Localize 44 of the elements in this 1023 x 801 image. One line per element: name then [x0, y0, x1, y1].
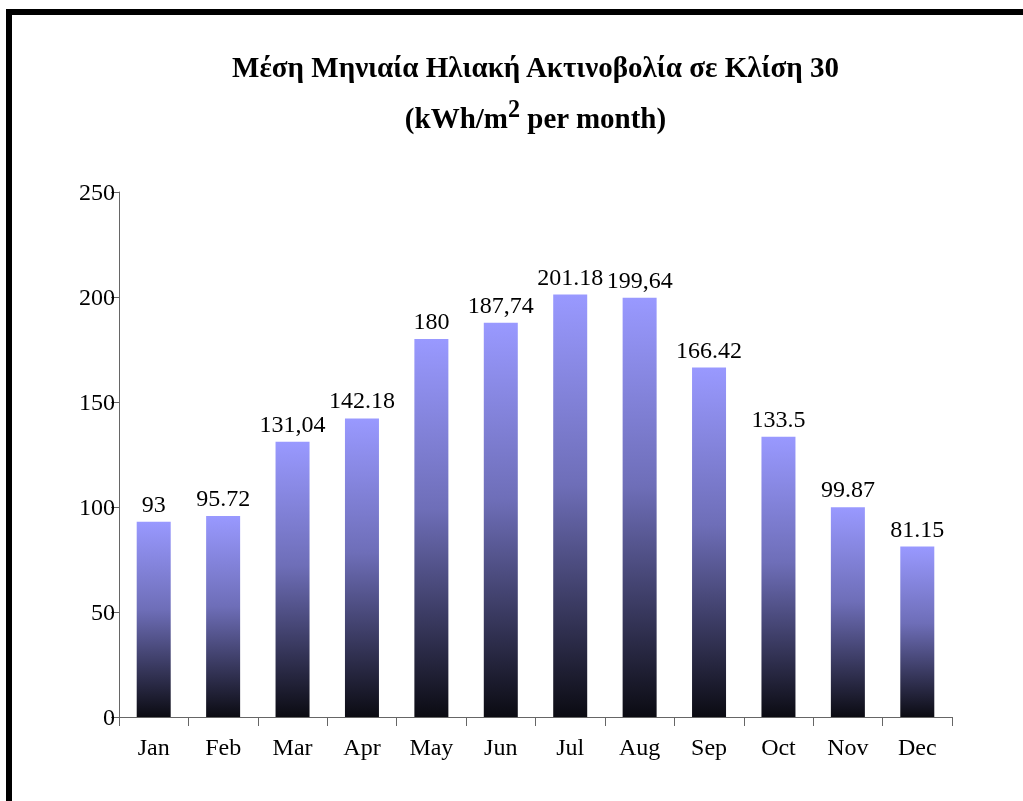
x-tick-label: Jun [484, 734, 518, 760]
y-tick-label: 200 [79, 284, 115, 310]
data-label: 99.87 [820, 476, 875, 503]
y-tick-label: 250 [79, 179, 115, 205]
y-tick-label: 150 [79, 389, 115, 415]
x-tick-label: Apr [343, 734, 381, 760]
data-label: 95.72 [196, 484, 251, 511]
bar [553, 294, 588, 717]
bar [414, 339, 449, 717]
bar [692, 367, 727, 717]
y-tick-label: 50 [91, 599, 115, 625]
bar [622, 297, 657, 717]
x-tick-label: May [409, 734, 454, 760]
bar [483, 322, 518, 717]
bar [275, 441, 310, 717]
bar [206, 515, 241, 717]
data-label: 93 [141, 490, 166, 517]
x-tick-label: Aug [618, 734, 661, 760]
data-label: 199,64 [606, 266, 673, 293]
data-label: 180 [413, 308, 450, 334]
bar [344, 418, 379, 717]
bar [900, 546, 935, 717]
x-tick-label: Oct [761, 734, 797, 760]
x-tick-label: Feb [205, 734, 242, 760]
data-label: 142.18 [328, 387, 395, 414]
data-label: 187,74 [467, 291, 534, 318]
data-label: 133.5 [751, 405, 806, 432]
bar [136, 521, 171, 717]
chart-title: Μέση Μηνιαία Ηλιακή Ακτινοβολία σε Κλίση 30 [231, 50, 840, 85]
data-label: 166.42 [676, 336, 743, 363]
bar [830, 507, 865, 717]
data-label: 81.15 [890, 515, 945, 542]
y-tick-label: 100 [79, 494, 115, 520]
x-tick-label: Sep [691, 734, 728, 760]
y-tick-label: 0 [103, 704, 115, 730]
x-tick-label: Dec [897, 734, 937, 760]
x-tick-label: Mar [272, 734, 313, 760]
data-label: 201.18 [537, 263, 604, 290]
x-tick-label: Nov [827, 734, 869, 760]
chart-subtitle: (kWh/m$^{2}$ per month) [403, 94, 668, 136]
data-label: 131,04 [259, 410, 326, 437]
bar [761, 436, 796, 717]
x-tick-label: Jul [556, 734, 585, 760]
x-tick-label: Jan [137, 734, 170, 760]
